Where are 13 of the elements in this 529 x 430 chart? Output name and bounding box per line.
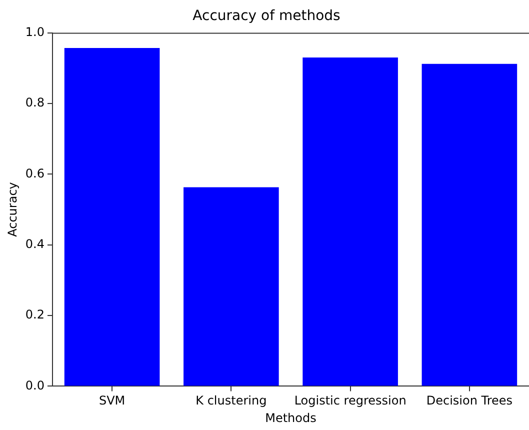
y-tick-label: 0.6 bbox=[25, 166, 44, 180]
y-tick-label: 0.2 bbox=[25, 308, 44, 322]
x-tick-label: Logistic regression bbox=[294, 394, 406, 408]
x-axis-title: Methods bbox=[265, 410, 316, 425]
y-tick-label: 0.4 bbox=[25, 236, 44, 251]
y-tick-label: 0.8 bbox=[25, 96, 44, 110]
y-tick-label: 1.0 bbox=[25, 24, 44, 39]
x-tick-label: K clustering bbox=[196, 394, 267, 408]
x-tick-label: Decision Trees bbox=[426, 394, 513, 408]
x-tick-label: SVM bbox=[98, 394, 126, 408]
chart-title: Accuracy of methods bbox=[192, 8, 340, 24]
y-axis-title: Accuracy bbox=[5, 182, 20, 237]
y-tick-label: 0.0 bbox=[25, 378, 44, 392]
